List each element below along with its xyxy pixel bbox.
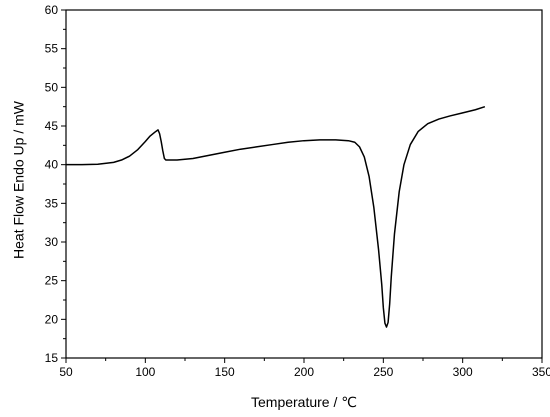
x-tick-label: 100 bbox=[135, 365, 155, 379]
y-tick-label: 40 bbox=[45, 158, 59, 172]
y-tick-label: 60 bbox=[45, 3, 59, 17]
y-tick-label: 30 bbox=[45, 235, 59, 249]
x-tick-label: 200 bbox=[294, 365, 314, 379]
plot-frame bbox=[65, 9, 543, 359]
series-line bbox=[66, 105, 486, 328]
x-axis-title: Temperature / ℃ bbox=[251, 394, 357, 410]
y-tick-label: 35 bbox=[45, 196, 59, 210]
x-tick-label: 300 bbox=[453, 365, 473, 379]
y-axis-title-group: Heat Flow Endo Up / mW bbox=[11, 100, 27, 259]
y-tick-label: 45 bbox=[45, 119, 59, 133]
y-tick-label: 55 bbox=[45, 42, 59, 56]
y-tick-label: 25 bbox=[45, 274, 59, 288]
y-tick-label: 20 bbox=[45, 312, 59, 326]
x-tick-label: 50 bbox=[59, 365, 73, 379]
y-tick-label: 15 bbox=[45, 351, 59, 365]
y-axis-title: Heat Flow Endo Up / mW bbox=[11, 100, 27, 259]
y-tick-label: 50 bbox=[45, 80, 59, 94]
x-tick-label: 150 bbox=[215, 365, 235, 379]
x-tick-label: 250 bbox=[373, 365, 393, 379]
x-tick-label: 350 bbox=[532, 365, 550, 379]
plot-area: 50 100 150 200 250 300 350 15 20 25 30 35 40 45 50 55 60 bbox=[45, 3, 550, 379]
